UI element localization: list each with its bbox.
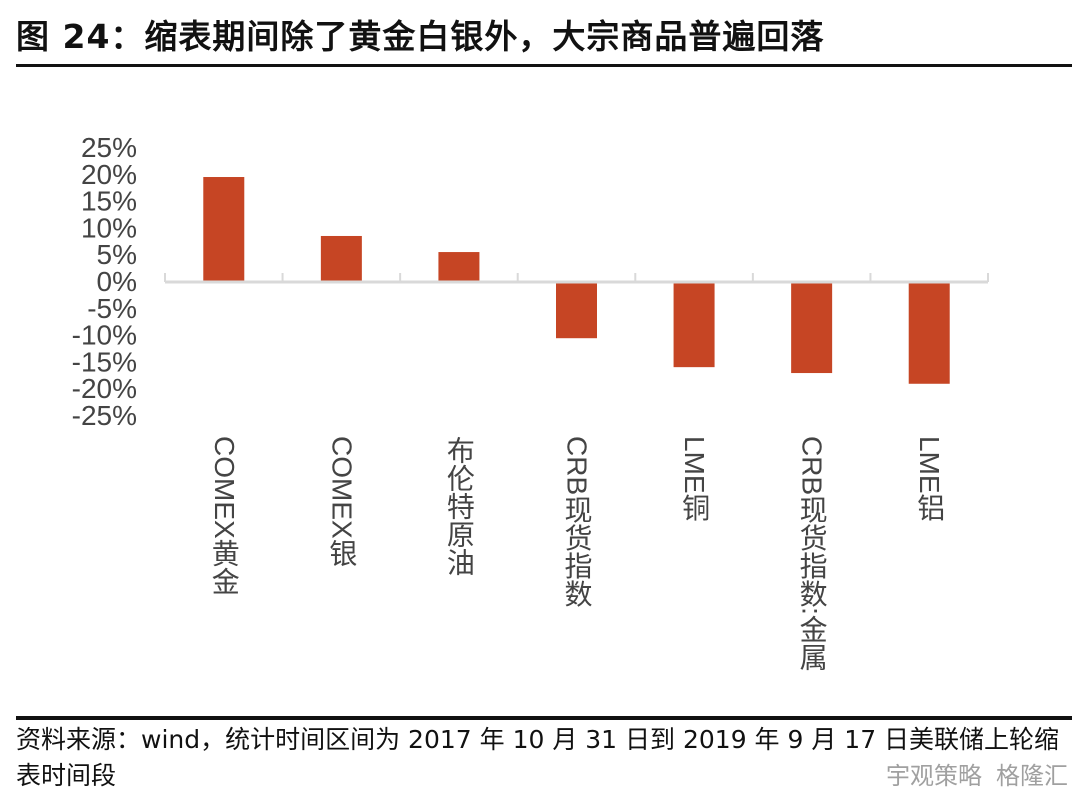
x-tick-label: CRB现货指数 bbox=[561, 436, 593, 608]
watermark: 宇观策略 格隆汇 bbox=[886, 760, 1068, 792]
title-divider bbox=[16, 64, 1072, 67]
bar bbox=[556, 283, 597, 339]
bar bbox=[438, 252, 480, 281]
x-tick-label: 布伦特原油 bbox=[443, 436, 475, 576]
y-tick-label: -20% bbox=[72, 373, 137, 404]
y-tick-label: -15% bbox=[72, 346, 137, 377]
bar bbox=[320, 235, 362, 281]
y-tick-label: 25% bbox=[81, 132, 137, 163]
x-tick-label: CRB现货指数:金属 bbox=[796, 436, 828, 671]
y-tick-label: -5% bbox=[87, 293, 137, 324]
y-tick-label: -10% bbox=[72, 320, 137, 351]
watermark-text: 宇观策略 bbox=[886, 762, 982, 790]
bar bbox=[673, 283, 715, 368]
bar bbox=[203, 177, 245, 281]
y-tick-label: -25% bbox=[72, 400, 137, 431]
x-tick-label: LME铝 bbox=[914, 436, 946, 522]
source-note: 资料来源：wind，统计时间区间为 2017 年 10 月 31 日到 2019… bbox=[16, 725, 1060, 790]
bar bbox=[791, 283, 833, 374]
x-tick-label: LME铜 bbox=[679, 436, 711, 522]
watermark-text: 格隆汇 bbox=[996, 762, 1068, 790]
y-tick-label: 5% bbox=[97, 239, 137, 270]
x-tick-label: COMEX黄金 bbox=[208, 436, 240, 595]
chart-title: 图 24：缩表期间除了黄金白银外，大宗商品普遍回落 bbox=[16, 17, 825, 56]
bar-chart: 25%20%15%10%5%0%-5%-10%-15%-20%-25% bbox=[72, 132, 989, 431]
y-tick-label: 15% bbox=[81, 186, 137, 217]
y-tick-label: 10% bbox=[81, 212, 137, 243]
x-tick-label: COMEX银 bbox=[326, 436, 358, 567]
y-tick-label: 0% bbox=[97, 266, 137, 297]
footer-divider bbox=[16, 716, 1072, 720]
bar bbox=[908, 283, 950, 384]
y-tick-label: 20% bbox=[81, 159, 137, 190]
